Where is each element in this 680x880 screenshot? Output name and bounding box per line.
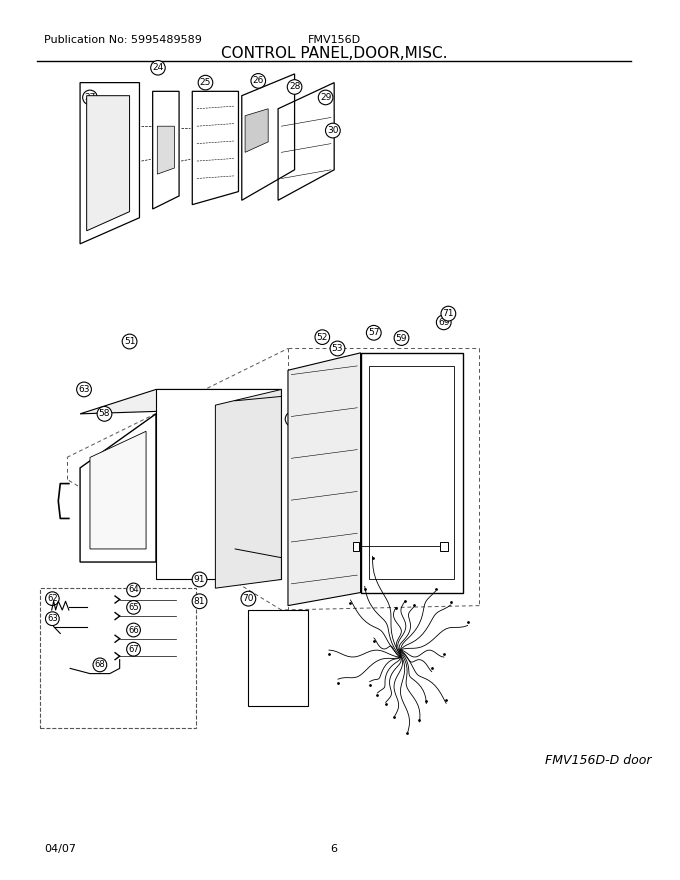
Text: 66: 66 xyxy=(128,626,139,634)
Text: 53: 53 xyxy=(332,344,343,353)
Text: FMV156D: FMV156D xyxy=(307,34,361,45)
Text: CONTROL PANEL,DOOR,MISC.: CONTROL PANEL,DOOR,MISC. xyxy=(221,46,447,61)
Text: 25: 25 xyxy=(200,78,211,87)
Text: 64: 64 xyxy=(129,585,139,594)
Text: Publication No: 5995489589: Publication No: 5995489589 xyxy=(44,34,202,45)
Text: 26: 26 xyxy=(252,77,264,85)
Text: 71: 71 xyxy=(443,309,454,318)
Bar xyxy=(353,542,359,551)
Polygon shape xyxy=(245,109,268,152)
Text: 67: 67 xyxy=(128,645,139,654)
Text: 30: 30 xyxy=(327,126,339,135)
Polygon shape xyxy=(360,353,463,592)
Text: 72: 72 xyxy=(401,532,413,540)
Polygon shape xyxy=(288,353,360,605)
Polygon shape xyxy=(242,74,294,201)
Text: 68: 68 xyxy=(95,660,105,670)
Text: 91: 91 xyxy=(194,575,205,584)
Text: 6: 6 xyxy=(330,844,338,854)
Text: 58: 58 xyxy=(99,409,110,418)
Text: 71: 71 xyxy=(398,527,409,536)
Text: 59: 59 xyxy=(396,334,407,342)
Text: 81: 81 xyxy=(194,597,205,605)
Polygon shape xyxy=(86,96,130,231)
Text: 28: 28 xyxy=(289,83,301,92)
Text: 70: 70 xyxy=(243,594,254,603)
Text: 29: 29 xyxy=(320,93,331,102)
Text: 55: 55 xyxy=(287,414,299,423)
Text: 63: 63 xyxy=(47,614,58,623)
Polygon shape xyxy=(90,431,146,549)
Text: FMV156D-D door: FMV156D-D door xyxy=(545,754,652,766)
Text: 69: 69 xyxy=(438,318,449,326)
Text: 61: 61 xyxy=(412,433,424,442)
Polygon shape xyxy=(156,390,282,579)
Text: 62: 62 xyxy=(47,594,58,603)
Text: 27: 27 xyxy=(84,93,96,102)
Polygon shape xyxy=(80,83,139,244)
Polygon shape xyxy=(216,390,282,588)
Text: 52: 52 xyxy=(317,333,328,341)
Text: 60: 60 xyxy=(381,379,393,388)
Polygon shape xyxy=(157,126,175,174)
Text: 24: 24 xyxy=(152,63,164,72)
Bar xyxy=(440,542,447,551)
Text: 54: 54 xyxy=(297,399,309,408)
Text: 70: 70 xyxy=(420,363,432,372)
Text: 57: 57 xyxy=(368,328,379,337)
Polygon shape xyxy=(153,92,179,209)
Text: 51: 51 xyxy=(124,337,135,346)
Polygon shape xyxy=(248,610,308,706)
Polygon shape xyxy=(80,390,282,414)
Text: 04/07: 04/07 xyxy=(44,844,75,854)
Polygon shape xyxy=(192,92,239,205)
Text: 63: 63 xyxy=(78,385,90,394)
Text: 65: 65 xyxy=(129,603,139,612)
Polygon shape xyxy=(80,414,156,562)
